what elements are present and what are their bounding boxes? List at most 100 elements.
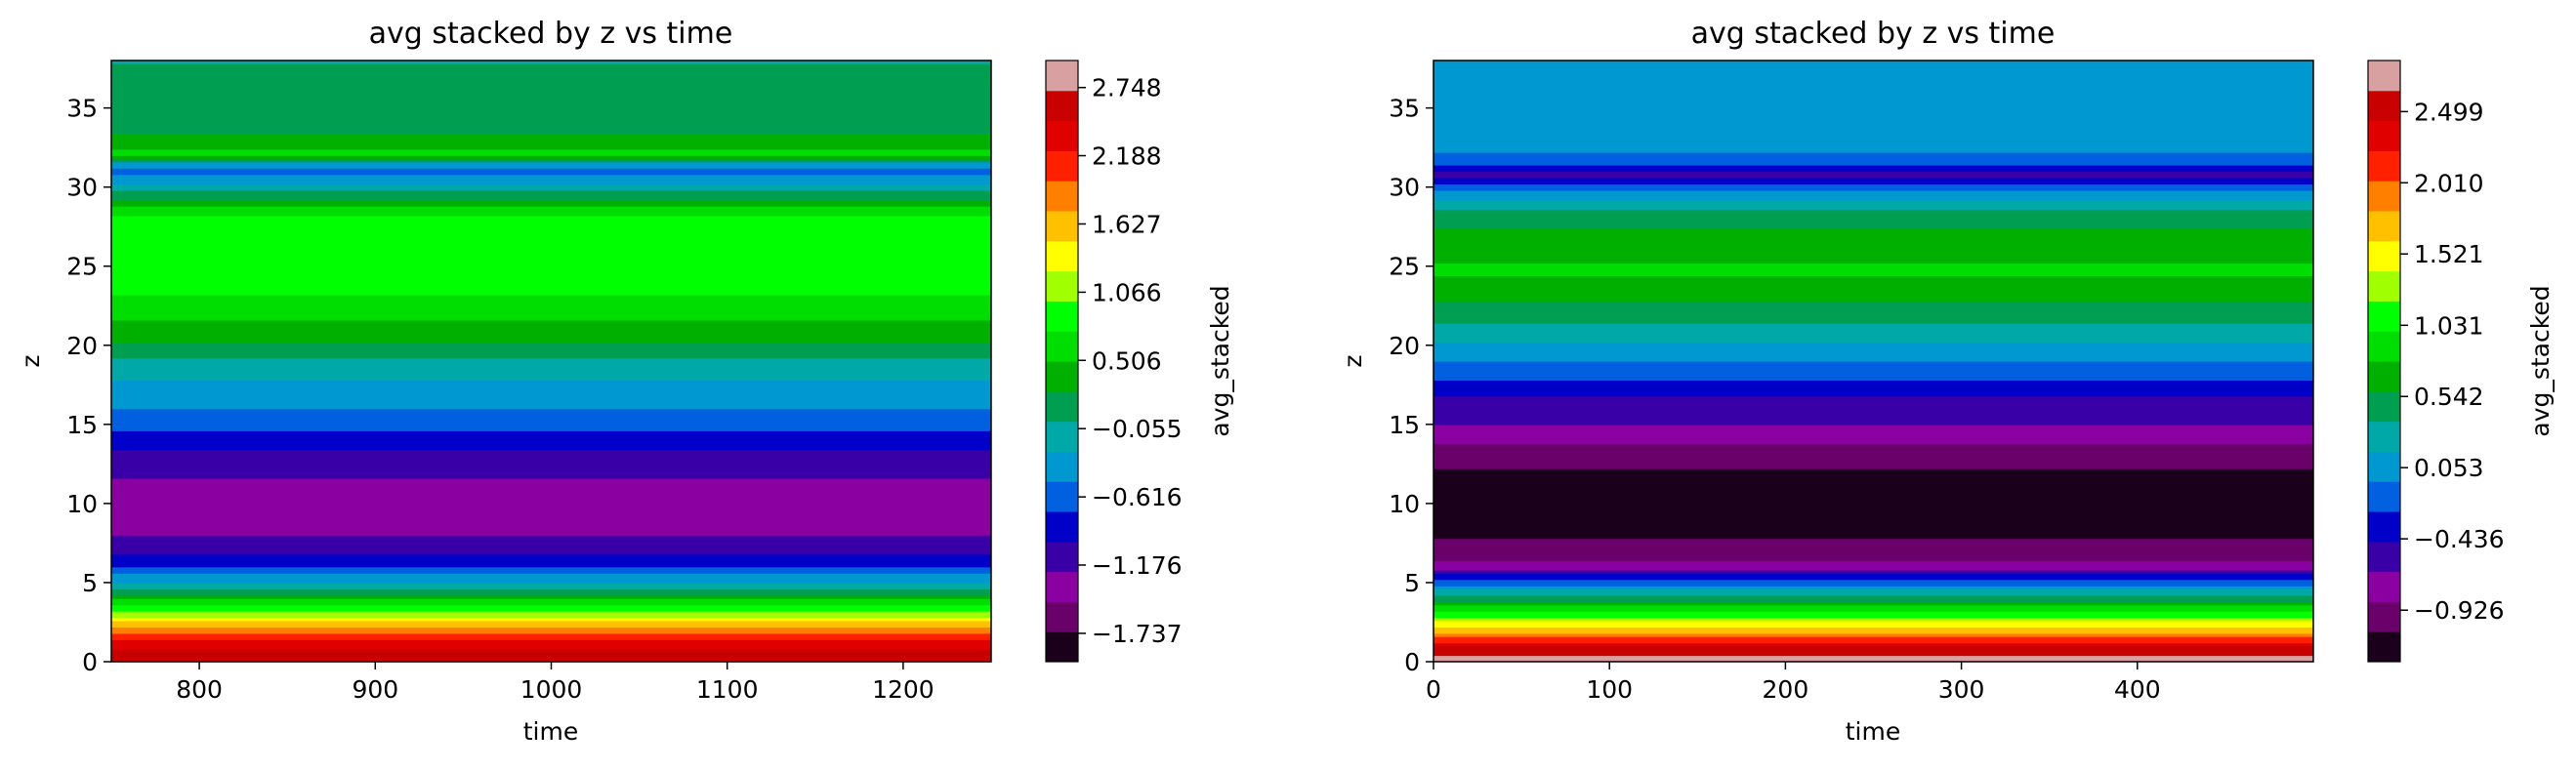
heatmap-band xyxy=(111,383,991,387)
heatmap-band xyxy=(1433,61,2313,64)
heatmap-band xyxy=(1433,548,2313,552)
heatmap-band xyxy=(1433,402,2313,406)
x-tick-label: 100 xyxy=(1586,675,1633,704)
heatmap-band xyxy=(111,136,991,141)
right-x-axis-label: time xyxy=(1846,717,1900,746)
heatmap-band xyxy=(111,323,991,327)
heatmap-band xyxy=(1433,85,2313,90)
heatmap-band xyxy=(1433,342,2313,346)
heatmap-band xyxy=(111,620,991,625)
heatmap-band xyxy=(111,61,991,64)
right-y-ticks: 0 5 10 15 20 25 30 35 xyxy=(1389,95,1433,676)
heatmap-band xyxy=(111,629,991,634)
heatmap-band xyxy=(1433,477,2313,482)
heatmap-band xyxy=(111,234,991,239)
colorbar-segment xyxy=(1046,631,1078,663)
heatmap-band xyxy=(111,148,991,153)
heatmap-band xyxy=(111,624,991,628)
heatmap-band xyxy=(1433,130,2313,135)
heatmap-band xyxy=(1433,263,2313,267)
heatmap-band xyxy=(1433,288,2313,293)
heatmap-band xyxy=(1433,294,2313,299)
colorbar-segment xyxy=(1046,571,1078,602)
heatmap-band xyxy=(1433,152,2313,156)
heatmap-band xyxy=(111,427,991,431)
x-tick-label: 1000 xyxy=(520,675,583,704)
heatmap-band xyxy=(1433,364,2313,369)
heatmap-band xyxy=(1433,525,2313,530)
heatmap-band xyxy=(111,348,991,352)
heatmap-band xyxy=(111,430,991,435)
heatmap-band xyxy=(111,477,991,482)
heatmap-band xyxy=(1433,104,2313,109)
heatmap-band xyxy=(1433,649,2313,653)
heatmap-band xyxy=(111,275,991,280)
heatmap-band xyxy=(111,405,991,410)
heatmap-band xyxy=(1433,591,2313,596)
heatmap-band xyxy=(1433,459,2313,464)
colorbar-tick-label: −1.176 xyxy=(1092,551,1183,580)
heatmap-band xyxy=(111,301,991,305)
heatmap-band xyxy=(1433,389,2313,394)
colorbar-segment xyxy=(2368,481,2400,512)
heatmap-band xyxy=(1433,158,2313,163)
heatmap-band xyxy=(1433,120,2313,125)
heatmap-band xyxy=(1433,471,2313,476)
heatmap-band xyxy=(1433,222,2313,226)
heatmap-band xyxy=(111,130,991,135)
heatmap-band xyxy=(1433,632,2313,637)
y-tick-label: 15 xyxy=(66,411,98,439)
x-tick-label: 1100 xyxy=(696,675,759,704)
heatmap-band xyxy=(1433,361,2313,365)
heatmap-band xyxy=(111,294,991,299)
heatmap-band xyxy=(111,357,991,362)
heatmap-band xyxy=(1433,189,2313,194)
colorbar-segment xyxy=(2368,601,2400,632)
heatmap-band xyxy=(111,459,991,464)
heatmap-band xyxy=(111,509,991,514)
heatmap-band xyxy=(111,237,991,242)
heatmap-band xyxy=(1433,560,2313,565)
heatmap-band xyxy=(1433,339,2313,344)
heatmap-band xyxy=(1433,164,2313,169)
heatmap-band xyxy=(111,392,991,397)
heatmap-band xyxy=(111,440,991,444)
heatmap-band xyxy=(111,490,991,495)
colorbar-segment xyxy=(2368,361,2400,392)
heatmap-band xyxy=(111,598,991,602)
right-plot-frame xyxy=(1433,60,2314,663)
colorbar-segment xyxy=(2368,181,2400,212)
colorbar-segment xyxy=(2368,270,2400,302)
heatmap-band xyxy=(111,209,991,214)
heatmap-band xyxy=(1433,509,2313,514)
heatmap-band xyxy=(1433,127,2313,131)
colorbar-tick-label: 0.506 xyxy=(1092,346,1162,375)
heatmap-band xyxy=(1433,576,2313,581)
heatmap-band xyxy=(111,240,991,245)
heatmap-band xyxy=(1433,528,2313,533)
heatmap-band xyxy=(111,142,991,147)
right-x-ticks: 0 100 200 300 400 xyxy=(1426,662,2161,704)
heatmap-band xyxy=(1433,579,2313,584)
heatmap-band xyxy=(1433,415,2313,419)
heatmap-band xyxy=(1433,72,2313,77)
heatmap-band xyxy=(1433,553,2313,558)
heatmap-band xyxy=(1433,63,2313,68)
heatmap-band xyxy=(1433,202,2313,207)
heatmap-band xyxy=(111,642,991,647)
heatmap-band xyxy=(1433,329,2313,334)
colorbar-tick-label: 0.542 xyxy=(2414,383,2484,411)
heatmap-band xyxy=(111,573,991,578)
heatmap-band xyxy=(111,244,991,248)
heatmap-band xyxy=(1433,639,2313,644)
colorbar-segment xyxy=(2368,240,2400,272)
heatmap-band xyxy=(111,525,991,530)
heatmap-band xyxy=(1433,557,2313,561)
heatmap-band xyxy=(111,250,991,255)
colorbar-segment xyxy=(2368,120,2400,151)
colorbar-tick-label: −0.436 xyxy=(2414,525,2505,553)
y-tick-label: 25 xyxy=(66,253,98,281)
heatmap-band xyxy=(1433,453,2313,457)
colorbar-tick-label: 1.627 xyxy=(1092,210,1162,238)
left-colorbar: 2.748 2.188 1.627 1.066 0.506 −0.055 −0.616 −1.… xyxy=(1045,60,1183,663)
